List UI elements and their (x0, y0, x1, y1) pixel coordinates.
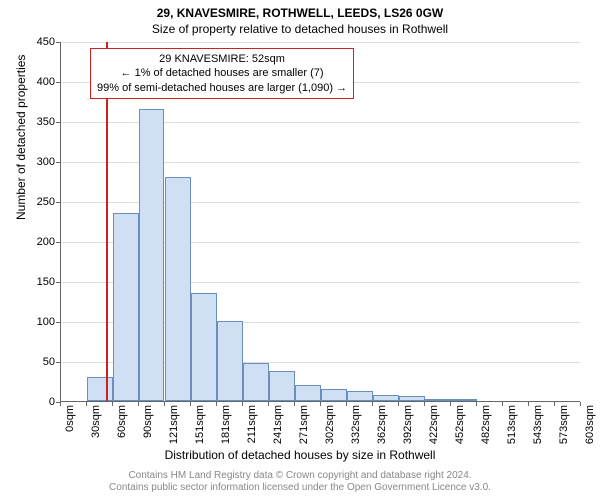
y-tick-mark (56, 122, 60, 123)
chart-title-address: 29, KNAVESMIRE, ROTHWELL, LEEDS, LS26 0G… (0, 6, 600, 20)
histogram-bar (243, 363, 269, 401)
y-tick-mark (56, 282, 60, 283)
y-tick-mark (56, 362, 60, 363)
x-tick-mark (164, 402, 165, 406)
y-tick-mark (56, 322, 60, 323)
footer-line1: Contains HM Land Registry data © Crown c… (0, 470, 600, 482)
x-tick-mark (86, 402, 87, 406)
histogram-bar (269, 371, 295, 401)
histogram-bar (191, 293, 217, 401)
histogram-bar (451, 399, 477, 401)
x-tick-mark (476, 402, 477, 406)
histogram-bar (217, 321, 243, 401)
x-tick-mark (398, 402, 399, 406)
x-tick-label: 0sqm (64, 405, 76, 432)
info-line1: 29 KNAVESMIRE: 52sqm (97, 52, 347, 66)
y-tick-label: 300 (15, 156, 55, 168)
x-tick-label: 151sqm (194, 405, 206, 444)
x-tick-mark (554, 402, 555, 406)
histogram-bar (347, 391, 373, 401)
histogram-bar (139, 109, 165, 401)
x-tick-mark (424, 402, 425, 406)
x-tick-mark (372, 402, 373, 406)
x-tick-label: 302sqm (324, 405, 336, 444)
x-tick-label: 30sqm (90, 405, 102, 438)
x-tick-label: 392sqm (402, 405, 414, 444)
info-box: 29 KNAVESMIRE: 52sqm← 1% of detached hou… (90, 48, 354, 99)
x-tick-mark (190, 402, 191, 406)
y-tick-mark (56, 162, 60, 163)
y-tick-label: 400 (15, 76, 55, 88)
x-tick-label: 603sqm (584, 405, 596, 444)
y-tick-label: 150 (15, 276, 55, 288)
histogram-bar (87, 377, 113, 401)
histogram-bar (165, 177, 191, 401)
x-tick-mark (138, 402, 139, 406)
y-tick-mark (56, 42, 60, 43)
chart-title-sub: Size of property relative to detached ho… (0, 22, 600, 36)
y-tick-label: 50 (15, 356, 55, 368)
histogram-bar (321, 389, 347, 401)
y-tick-label: 100 (15, 316, 55, 328)
x-tick-mark (580, 402, 581, 406)
histogram-bar (373, 395, 399, 401)
x-tick-label: 241sqm (272, 405, 284, 444)
x-tick-mark (216, 402, 217, 406)
x-axis-label: Distribution of detached houses by size … (0, 448, 600, 462)
gridline (61, 42, 580, 43)
x-tick-label: 181sqm (220, 405, 232, 444)
x-tick-label: 90sqm (142, 405, 154, 438)
x-tick-label: 362sqm (376, 405, 388, 444)
x-tick-label: 452sqm (454, 405, 466, 444)
x-tick-mark (242, 402, 243, 406)
histogram-bar (399, 396, 425, 401)
x-tick-label: 332sqm (350, 405, 362, 444)
y-tick-label: 350 (15, 116, 55, 128)
x-tick-label: 422sqm (428, 405, 440, 444)
histogram-bar (295, 385, 321, 401)
x-tick-label: 543sqm (532, 405, 544, 444)
x-tick-mark (320, 402, 321, 406)
x-tick-label: 482sqm (480, 405, 492, 444)
y-tick-mark (56, 242, 60, 243)
x-tick-mark (346, 402, 347, 406)
x-tick-label: 211sqm (246, 405, 258, 443)
x-tick-mark (60, 402, 61, 406)
x-tick-mark (450, 402, 451, 406)
info-line3: 99% of semi-detached houses are larger (… (97, 81, 347, 95)
x-tick-label: 121sqm (168, 405, 180, 444)
x-tick-mark (294, 402, 295, 406)
x-tick-mark (528, 402, 529, 406)
x-tick-mark (268, 402, 269, 406)
info-line2: ← 1% of detached houses are smaller (7) (97, 66, 347, 80)
footer-attribution: Contains HM Land Registry data © Crown c… (0, 470, 600, 494)
y-tick-mark (56, 202, 60, 203)
y-tick-label: 0 (15, 396, 55, 408)
histogram-bar (113, 213, 139, 401)
y-tick-label: 450 (15, 36, 55, 48)
x-tick-label: 60sqm (116, 405, 128, 438)
x-tick-label: 271sqm (298, 405, 310, 444)
x-tick-mark (502, 402, 503, 406)
y-tick-label: 250 (15, 196, 55, 208)
footer-line2: Contains public sector information licen… (0, 482, 600, 494)
x-tick-label: 513sqm (506, 405, 518, 444)
x-tick-label: 573sqm (558, 405, 570, 444)
x-tick-mark (112, 402, 113, 406)
y-tick-label: 200 (15, 236, 55, 248)
chart-container: 29, KNAVESMIRE, ROTHWELL, LEEDS, LS26 0G… (0, 0, 600, 500)
histogram-bar (425, 399, 451, 401)
y-tick-mark (56, 82, 60, 83)
